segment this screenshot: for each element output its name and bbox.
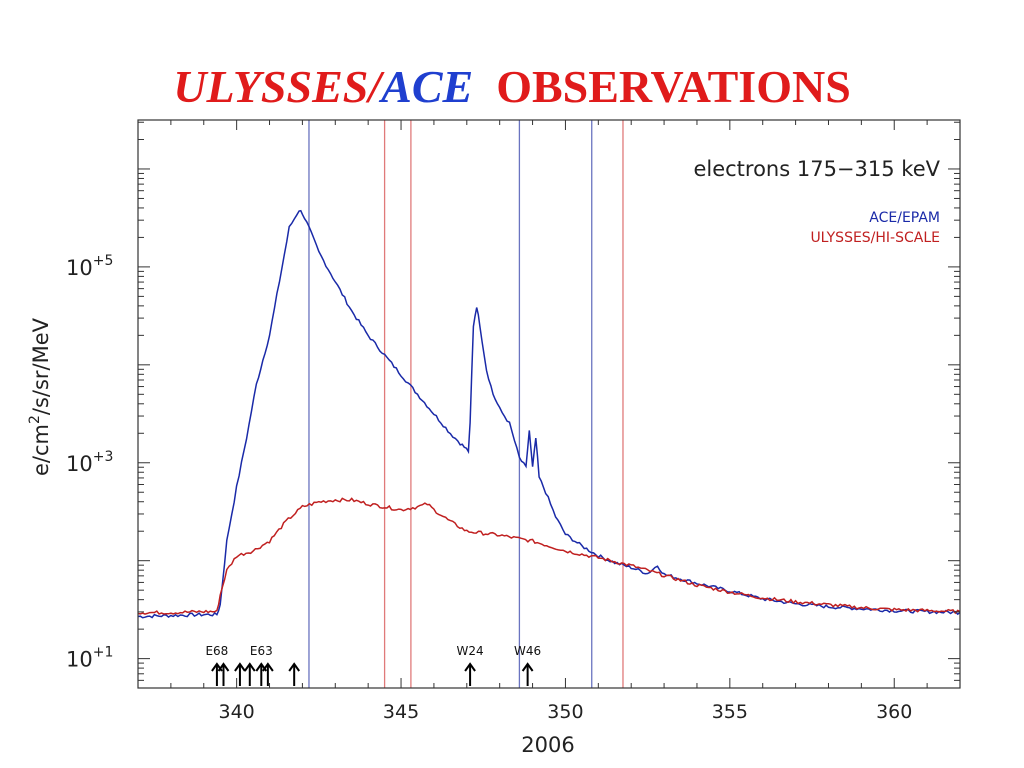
event-arrow-head-2 bbox=[234, 662, 246, 672]
x-tick-labels: 340 345 350 355 360 bbox=[219, 701, 913, 723]
y-axis-label-rest: /s/sr/MeV bbox=[29, 317, 53, 415]
y-tick-base: 10 bbox=[66, 648, 93, 672]
event-label-e68: E68 bbox=[205, 644, 228, 658]
axis-ticks bbox=[137, 120, 961, 688]
event-vertical-lines bbox=[308, 120, 624, 688]
y-tick-label-3: 10+3 bbox=[66, 449, 113, 476]
x-tick-label-340: 340 bbox=[219, 701, 255, 723]
plot-frame bbox=[137, 119, 961, 689]
y-tick-label-1: 10+1 bbox=[66, 645, 113, 672]
event-label-w24: W24 bbox=[457, 644, 484, 658]
y-tick-exp: +5 bbox=[93, 253, 114, 269]
title-ulysses: ULYSSES/ bbox=[173, 60, 382, 112]
title-ace: ACE bbox=[381, 60, 474, 112]
y-tick-exp: +1 bbox=[93, 645, 114, 661]
series-line-0 bbox=[137, 209, 961, 619]
legend-entry-ace: ACE/EPAM bbox=[869, 210, 940, 226]
event-arrow-head-1 bbox=[217, 662, 230, 672]
panel-label: electrons 175−315 keV bbox=[693, 157, 940, 181]
event-arrow-head-8 bbox=[521, 662, 534, 672]
series-lines bbox=[137, 209, 961, 619]
x-tick-label-345: 345 bbox=[383, 701, 419, 723]
y-axis-label: e/cm2/s/sr/MeV bbox=[27, 317, 53, 476]
event-label-w46: W46 bbox=[514, 644, 541, 658]
event-arrow-head-5 bbox=[262, 662, 274, 672]
x-tick-label-355: 355 bbox=[712, 701, 748, 723]
y-tick-labels: 10+110+310+5 bbox=[66, 253, 113, 672]
slide-title: ULYSSES/ACE OBSERVATIONS bbox=[0, 59, 1024, 115]
y-tick-exp: +3 bbox=[93, 449, 114, 465]
y-tick-label-5: 10+5 bbox=[66, 253, 113, 280]
y-tick-base: 10 bbox=[66, 256, 93, 280]
x-axis-label: 2006 bbox=[521, 733, 574, 757]
event-markers: E68 E63 W24 W46 bbox=[205, 644, 541, 686]
y-tick-base: 10 bbox=[66, 452, 93, 476]
event-arrow-head-7 bbox=[464, 662, 476, 672]
x-tick-label-360: 360 bbox=[876, 701, 912, 723]
event-label-e63: E63 bbox=[250, 644, 273, 658]
event-arrow-head-6 bbox=[288, 662, 300, 672]
event-arrow-head-3 bbox=[243, 662, 256, 672]
y-axis-label-base: e/cm bbox=[29, 424, 53, 476]
title-observations: OBSERVATIONS bbox=[496, 60, 851, 112]
y-axis-label-sup: 2 bbox=[27, 415, 43, 424]
legend-entry-ulysses: ULYSSES/HI-SCALE bbox=[810, 230, 940, 246]
series-line-1 bbox=[137, 497, 961, 615]
x-tick-label-350: 350 bbox=[547, 701, 583, 723]
